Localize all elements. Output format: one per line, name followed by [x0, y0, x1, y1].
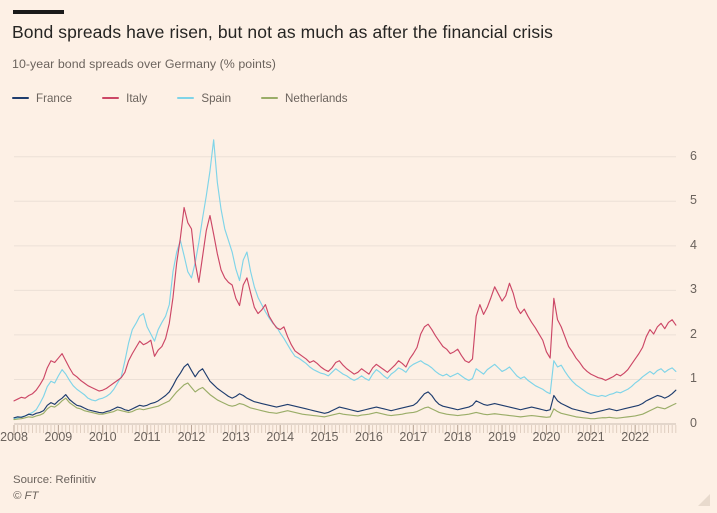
x-tick-label-2020: 2020 [532, 430, 561, 444]
y-tick-label-0: 0 [690, 416, 697, 430]
x-tick-label-2015: 2015 [310, 430, 339, 444]
x-tick-label-2013: 2013 [221, 430, 250, 444]
legend-item-italy[interactable]: Italy [102, 92, 147, 105]
legend-label: France [36, 91, 73, 105]
legend-swatch-icon [12, 97, 29, 99]
ft-top-rule [13, 10, 64, 14]
resize-corner-icon [698, 494, 710, 506]
legend-item-france[interactable]: France [12, 92, 72, 105]
y-tick-label-3: 3 [690, 282, 697, 297]
chart-subtitle: 10-year bond spreads over Germany (% poi… [12, 57, 276, 71]
legend-swatch-icon [261, 97, 279, 99]
y-tick-label-1: 1 [690, 371, 697, 386]
legend-label: Italy [126, 91, 148, 105]
legend-item-netherlands[interactable]: Netherlands [261, 92, 348, 105]
legend-label: Spain [201, 91, 232, 105]
legend-swatch-icon [102, 97, 120, 99]
legend-swatch-icon [177, 97, 195, 99]
legend-label: Netherlands [285, 91, 348, 105]
y-tick-label-4: 4 [690, 237, 697, 252]
x-tick-label-2014: 2014 [266, 430, 295, 444]
x-tick-label-2016: 2016 [355, 430, 383, 444]
x-tick-label-2021: 2021 [576, 430, 605, 444]
copyright-label: © FT [13, 490, 39, 502]
x-tick-label-2022: 2022 [621, 430, 650, 444]
page-title: Bond spreads have risen, but not as much… [12, 22, 554, 42]
legend-item-spain[interactable]: Spain [177, 92, 231, 105]
series-line-france [13, 363, 677, 419]
series-line-spain [13, 139, 677, 420]
x-tick-label-2011: 2011 [133, 430, 161, 444]
x-tick-label-2009: 2009 [44, 430, 73, 444]
chart-legend: France Italy Spain Netherlands [12, 88, 378, 108]
source-label: Source: Refinitiv [13, 474, 96, 486]
x-tick-label-2010: 2010 [88, 430, 117, 444]
x-tick-label-2008: 2008 [0, 430, 28, 444]
y-tick-label-2: 2 [690, 326, 697, 341]
x-tick-label-2017: 2017 [399, 430, 428, 444]
x-tick-label-2019: 2019 [488, 430, 516, 444]
y-tick-label-6: 6 [690, 148, 697, 163]
y-tick-label-5: 5 [690, 193, 697, 208]
series-line-italy [13, 206, 677, 402]
series-line-netherlands [13, 382, 677, 421]
x-tick-label-2018: 2018 [443, 430, 472, 444]
x-tick-label-2012: 2012 [177, 430, 206, 444]
